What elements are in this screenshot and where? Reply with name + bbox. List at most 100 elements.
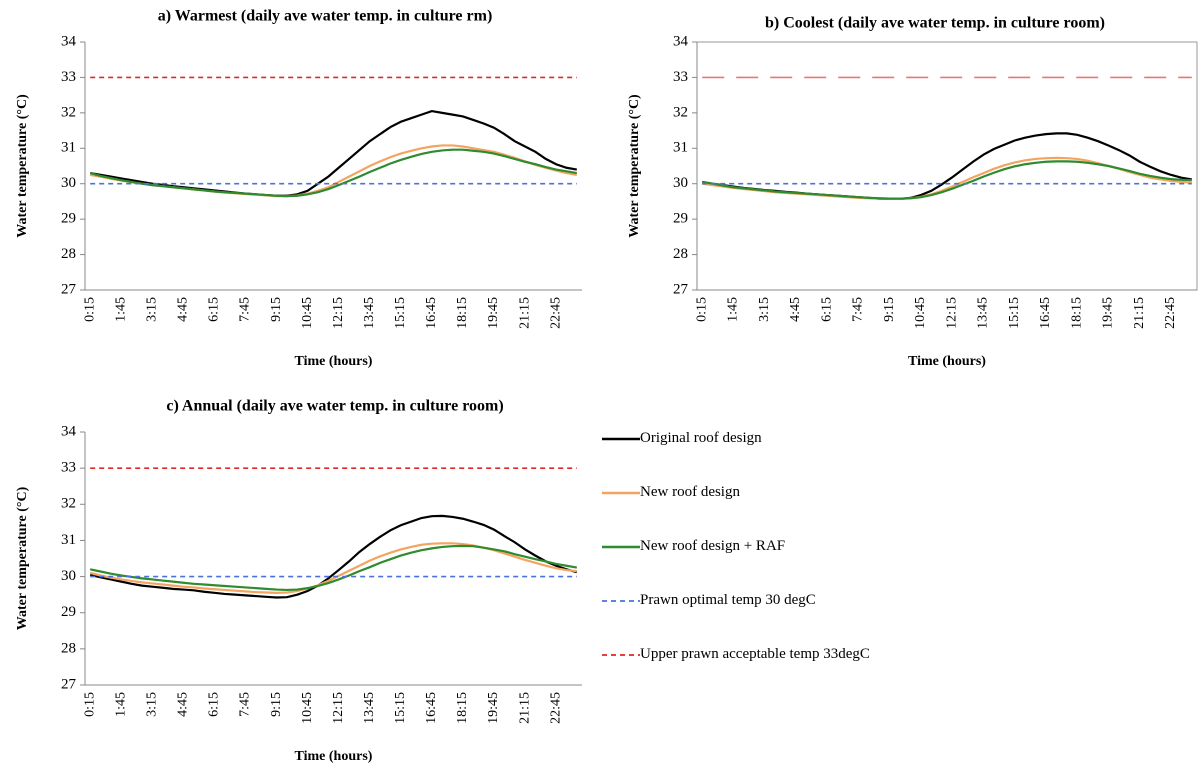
legend-entry: New roof design <box>600 482 940 536</box>
x-tick-label: 3:15 <box>145 692 160 717</box>
y-tick-label: 28 <box>61 640 76 656</box>
legend-swatch <box>602 600 640 602</box>
legend-label: Prawn optimal temp 30 degC <box>640 592 816 608</box>
y-tick-label: 31 <box>61 532 76 548</box>
y-tick-label: 33 <box>61 69 76 85</box>
x-tick-label: 0:15 <box>82 297 97 322</box>
x-axis-label: Time (hours) <box>295 354 373 369</box>
y-tick-label: 33 <box>673 69 688 85</box>
x-tick-label: 4:45 <box>176 692 191 717</box>
x-tick-label: 18:15 <box>1069 297 1084 329</box>
y-tick-label: 34 <box>673 33 689 49</box>
chart-title: b) Coolest (daily ave water temp. in cul… <box>765 15 1105 32</box>
x-tick-label: 7:45 <box>851 297 866 322</box>
plot-border <box>696 41 1198 291</box>
chart-title: a) Warmest (daily ave water temp. in cul… <box>158 8 493 25</box>
y-tick-label: 32 <box>61 104 76 120</box>
y-tick-label: 31 <box>673 140 688 156</box>
legend-entry: New roof design + RAF <box>600 536 940 590</box>
x-tick-label: 0:15 <box>82 692 97 717</box>
x-tick-label: 16:45 <box>424 297 439 329</box>
x-tick-label: 22:45 <box>1163 297 1178 329</box>
x-tick-label: 15:15 <box>393 297 408 329</box>
x-tick-label: 4:45 <box>176 297 191 322</box>
x-tick-label: 3:15 <box>757 297 772 322</box>
y-tick-label: 29 <box>61 604 76 620</box>
x-tick-label: 3:15 <box>145 297 160 322</box>
x-tick-label: 1:45 <box>113 297 128 322</box>
x-tick-label: 22:45 <box>548 692 563 724</box>
y-tick-label: 29 <box>61 211 76 227</box>
x-tick-label: 16:45 <box>1038 297 1053 329</box>
x-tick-label: 9:15 <box>269 297 284 322</box>
legend-label: Original roof design <box>640 430 762 446</box>
x-tick-label: 7:45 <box>238 297 253 322</box>
x-tick-label: 0:15 <box>694 297 709 322</box>
y-tick-label: 32 <box>673 104 688 120</box>
y-tick-label: 30 <box>673 175 688 191</box>
x-tick-label: 15:15 <box>393 692 408 724</box>
x-tick-label: 1:45 <box>113 692 128 717</box>
x-axis-label: Time (hours) <box>908 354 986 369</box>
y-axis-label: Water temperature (°C) <box>15 94 30 238</box>
x-tick-label: 19:45 <box>486 692 501 724</box>
y-tick-label: 34 <box>61 33 77 49</box>
series-line <box>89 544 578 592</box>
x-tick-label: 18:15 <box>455 297 470 329</box>
y-tick-label: 27 <box>61 676 77 692</box>
series-line <box>702 156 1192 201</box>
legend-entry: Upper prawn acceptable temp 33degC <box>600 644 940 698</box>
y-axis-label: Water temperature (°C) <box>15 486 30 630</box>
x-tick-label: 12:15 <box>331 692 346 724</box>
series-line <box>89 148 578 198</box>
legend-entry: Prawn optimal temp 30 degC <box>600 590 940 644</box>
y-tick-label: 28 <box>61 246 76 262</box>
x-tick-label: 9:15 <box>882 297 897 322</box>
x-tick-label: 21:15 <box>517 297 532 329</box>
series-line <box>89 514 578 599</box>
x-tick-label: 12:15 <box>944 297 959 329</box>
y-tick-label: 27 <box>61 281 77 297</box>
x-tick-label: 7:45 <box>238 692 253 717</box>
x-tick-label: 9:15 <box>269 692 284 717</box>
x-tick-label: 19:45 <box>1101 297 1116 329</box>
x-tick-label: 15:15 <box>1007 297 1022 329</box>
y-tick-label: 29 <box>673 211 688 227</box>
series-line <box>89 109 578 197</box>
series-line <box>702 160 1192 200</box>
x-tick-label: 12:15 <box>331 297 346 329</box>
x-tick-label: 10:45 <box>300 692 315 724</box>
x-tick-label: 13:45 <box>976 297 991 329</box>
x-tick-label: 1:45 <box>726 297 741 322</box>
y-tick-label: 28 <box>673 246 688 262</box>
y-tick-label: 33 <box>61 460 76 476</box>
chart-title: c) Annual (daily ave water temp. in cult… <box>166 398 503 415</box>
x-tick-label: 22:45 <box>548 297 563 329</box>
legend-entry: Original roof design <box>600 428 940 482</box>
x-tick-label: 21:15 <box>1132 297 1147 329</box>
x-tick-label: 6:15 <box>819 297 834 322</box>
y-tick-label: 30 <box>61 175 76 191</box>
legend-swatch <box>602 437 640 441</box>
x-tick-label: 13:45 <box>362 297 377 329</box>
y-tick-label: 34 <box>61 423 77 439</box>
x-tick-label: 6:15 <box>207 297 222 322</box>
legend-label: Upper prawn acceptable temp 33degC <box>640 646 870 662</box>
y-tick-label: 32 <box>61 496 76 512</box>
legend: Original roof design New roof design New r… <box>600 428 940 698</box>
x-tick-label: 21:15 <box>517 692 532 724</box>
x-tick-label: 6:15 <box>207 692 222 717</box>
legend-swatch <box>602 491 640 495</box>
x-tick-label: 19:45 <box>486 297 501 329</box>
x-tick-label: 4:45 <box>788 297 803 322</box>
legend-label: New roof design + RAF <box>640 538 786 554</box>
x-tick-label: 18:15 <box>455 692 470 724</box>
legend-swatch <box>602 545 640 549</box>
y-tick-label: 27 <box>673 281 689 297</box>
legend-swatch <box>602 654 640 656</box>
x-tick-label: 13:45 <box>362 692 377 724</box>
x-tick-label: 10:45 <box>913 297 928 329</box>
y-tick-label: 30 <box>61 568 76 584</box>
